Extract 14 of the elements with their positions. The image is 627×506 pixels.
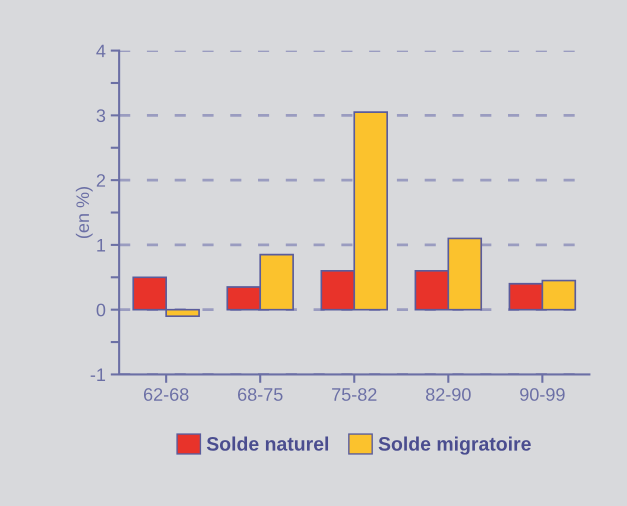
legend-label: Solde naturel — [206, 436, 328, 451]
y-tick-label: 4 — [96, 44, 106, 58]
x-tick-label: 90-99 — [520, 388, 565, 401]
x-tick-label: 68-75 — [238, 388, 283, 401]
y-tick-label: 0 — [96, 304, 106, 316]
y-axis-title: (en %) — [76, 187, 93, 238]
x-tick-label: 75-82 — [332, 388, 376, 401]
y-tick-label: 2 — [96, 174, 106, 187]
x-tick-label: 82-90 — [426, 388, 471, 401]
y-tick-label: -1 — [90, 368, 106, 381]
x-tick-label: 62-68 — [144, 388, 188, 401]
legend-label: Solde migratoire — [378, 436, 531, 455]
y-tick-label: 3 — [96, 109, 106, 122]
y-tick-label: 1 — [97, 239, 106, 252]
